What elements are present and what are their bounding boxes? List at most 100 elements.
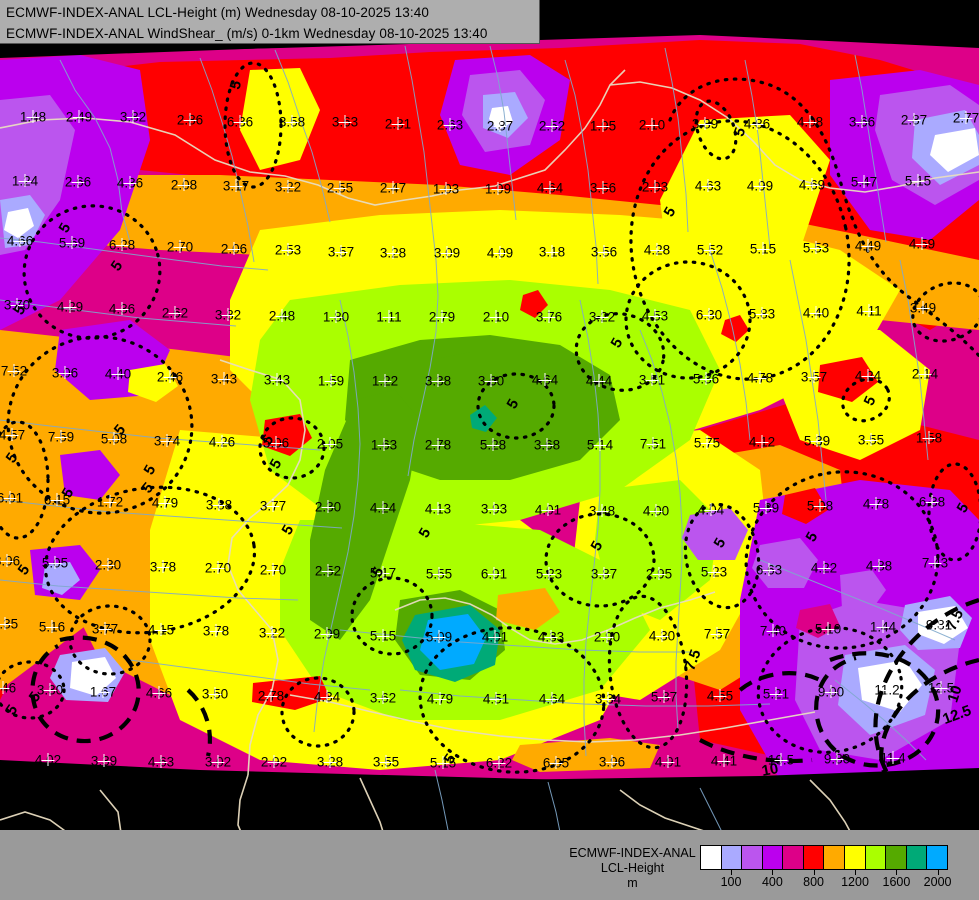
station-marker <box>6 554 8 567</box>
station-marker <box>934 556 936 569</box>
station-marker-cross <box>215 442 229 443</box>
station-marker-cross <box>916 308 930 309</box>
station-marker-cross <box>886 758 900 759</box>
station-marker-cross <box>333 188 347 189</box>
station-marker <box>493 567 495 580</box>
station-marker-cross <box>96 692 110 693</box>
station-marker <box>56 493 58 506</box>
station-marker <box>761 307 763 320</box>
station-marker-cross <box>703 250 717 251</box>
station-marker-cross <box>101 565 115 566</box>
station-marker-cross <box>487 574 501 575</box>
station-marker-cross <box>592 381 606 382</box>
station-marker <box>276 373 278 386</box>
station-marker <box>441 310 443 323</box>
station-marker <box>651 118 653 131</box>
station-marker <box>765 501 767 514</box>
station-marker <box>815 306 817 319</box>
station-marker <box>11 428 13 441</box>
station-marker-cross <box>323 444 337 445</box>
station-marker <box>215 624 217 637</box>
station-marker <box>719 689 721 702</box>
legend-unit-label: m <box>627 876 638 890</box>
station-marker-cross <box>0 688 10 689</box>
station-marker <box>867 239 869 252</box>
station-marker <box>179 240 181 253</box>
legend-swatch-6 <box>824 846 846 869</box>
station-marker-cross <box>275 316 289 317</box>
station-marker <box>663 690 665 703</box>
station-marker-cross <box>872 566 886 567</box>
station-marker <box>382 566 384 579</box>
station-marker <box>707 179 709 192</box>
station-marker <box>392 181 394 194</box>
station-marker-cross <box>597 574 611 575</box>
station-marker-cross <box>753 186 767 187</box>
station-marker-cross <box>386 188 400 189</box>
station-marker-cross <box>538 380 552 381</box>
station-marker <box>493 502 495 515</box>
station-marker <box>548 310 550 323</box>
station-marker <box>287 180 289 193</box>
station-marker-cross <box>7 371 21 372</box>
station-marker-cross <box>163 377 177 378</box>
station-marker <box>217 755 219 768</box>
station-marker-cross <box>221 315 235 316</box>
station-marker-cross <box>701 186 715 187</box>
station-marker <box>335 310 337 323</box>
station-marker <box>878 559 880 572</box>
station-marker <box>445 182 447 195</box>
station-marker <box>327 564 329 577</box>
station-marker-cross <box>492 763 506 764</box>
station-marker-cross <box>50 500 64 501</box>
station-marker-cross <box>320 634 334 635</box>
station-marker-cross <box>646 444 660 445</box>
legend-tick-label: 1200 <box>841 875 869 889</box>
color-legend[interactable]: ECMWF-INDEX-ANAL LCL-Height m 100 400 800 1… <box>565 843 979 900</box>
station-marker-cross <box>433 699 447 700</box>
station-marker-cross <box>750 124 764 125</box>
station-marker-cross <box>208 694 222 695</box>
contour-label: 10 <box>760 760 780 780</box>
station-marker-cross <box>439 189 453 190</box>
station-marker-cross <box>63 307 77 308</box>
station-marker-cross <box>41 760 55 761</box>
station-marker-cross <box>158 503 172 504</box>
station-marker <box>710 503 712 516</box>
station-marker <box>273 755 275 768</box>
station-marker-cross <box>645 125 659 126</box>
legend-swatch-2 <box>742 846 763 869</box>
station-marker <box>494 630 496 643</box>
station-marker-cross <box>932 625 946 626</box>
station-marker-cross <box>431 509 445 510</box>
station-marker <box>938 618 940 631</box>
station-marker <box>606 630 608 643</box>
weather-map[interactable]: 1.482.493.822.866.363.583.632.312.632.87… <box>0 0 979 830</box>
station-marker <box>329 755 331 768</box>
station-marker <box>708 308 710 321</box>
station-marker-cross <box>386 253 400 254</box>
station-marker-cross <box>270 380 284 381</box>
station-marker <box>103 754 105 767</box>
station-marker <box>47 753 49 766</box>
station-marker-cross <box>876 627 890 628</box>
station-marker <box>603 245 605 258</box>
station-marker <box>495 692 497 705</box>
station-marker <box>223 372 225 385</box>
station-marker-cross <box>493 126 507 127</box>
station-marker-cross <box>98 629 112 630</box>
legend-tick-label: 400 <box>761 875 783 889</box>
station-marker-cross <box>487 509 501 510</box>
station-marker-cross <box>803 122 817 123</box>
station-marker <box>499 119 501 132</box>
station-marker <box>64 366 66 379</box>
station-marker-cross <box>177 185 191 186</box>
title-line-windshear: ECMWF-INDEX-ANAL WindShear_ (m/s) 0-1km … <box>6 26 488 41</box>
station-marker <box>921 237 923 250</box>
station-marker <box>217 561 219 574</box>
station-marker <box>281 309 283 322</box>
station-marker-cross <box>489 699 503 700</box>
station-marker <box>813 370 815 383</box>
legend-scale: 100 400 800 1200 1600 2000 <box>700 843 979 898</box>
station-marker <box>272 499 274 512</box>
